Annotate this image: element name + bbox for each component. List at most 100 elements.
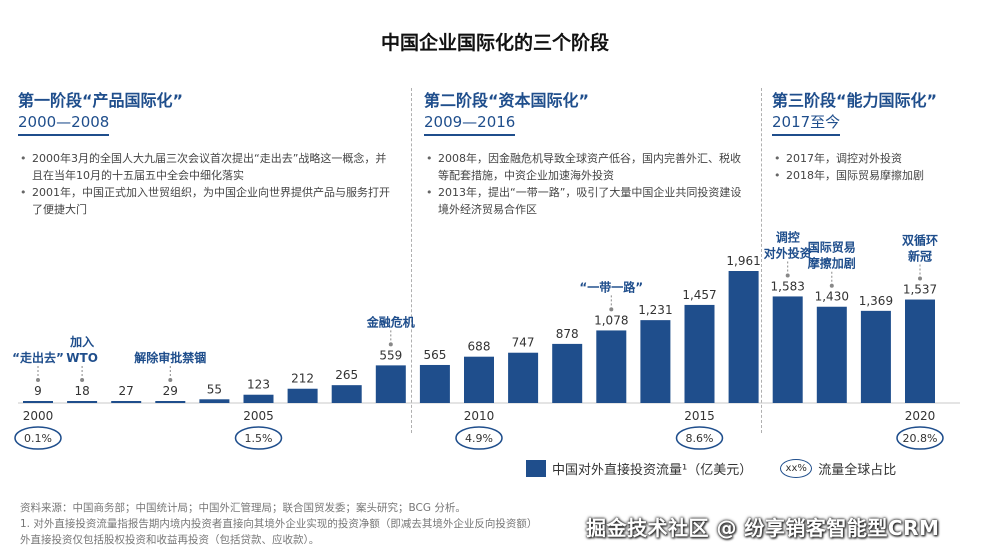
legend-share-oval: xx% [780, 459, 813, 478]
bar-2014 [640, 320, 671, 403]
annotation-2001: 加入 [69, 334, 94, 349]
x-tick-label-2000: 2000 [23, 409, 54, 423]
source-note: 资料来源：中国商务部；中国统计局；中国外汇管理局；联合国贸发委；案头研究；BCG… [20, 502, 466, 514]
bar-2019 [860, 310, 891, 403]
legend-bar-label: 中国对外直接投资流量¹（亿美元） [552, 463, 753, 478]
data-label-2003: 29 [163, 384, 178, 398]
data-label-2016: 1,961 [726, 254, 760, 268]
phase-divider [411, 88, 412, 433]
annotation-2018: 国际贸易 [808, 240, 856, 255]
annotation-2020: 双循环 [902, 233, 938, 248]
data-label-2017: 1,583 [771, 279, 805, 293]
data-label-2013: 1,078 [594, 313, 628, 327]
annotation-2018: 摩擦加剧 [808, 256, 856, 271]
annotation-2003: 解除审批禁锢 [134, 350, 206, 365]
annotation-2017: 调控 [776, 229, 800, 244]
annotation-marker-2018 [829, 283, 834, 288]
bar-2013 [596, 330, 627, 403]
annotation-marker-2001 [80, 378, 85, 382]
phase-2-bullet: 2013年，提出“一带一路”，吸引了大量中国企业共同投资建设境外经济贸易合作区 [426, 184, 744, 218]
footnote-line-1: 1. 对外直接投资流量指报告期内境内投资者直接向其境外企业实现的投资净额（即减去… [20, 518, 538, 530]
share-label-2000: 0.1% [24, 432, 52, 445]
annotation-2020: 新冠 [908, 249, 932, 264]
data-label-2010: 688 [468, 340, 491, 354]
data-label-2012: 878 [556, 327, 579, 341]
annotation-2008: 金融危机 [366, 314, 415, 329]
bar-2002 [111, 401, 142, 403]
annotation-2001: WTO [66, 351, 98, 365]
share-oval-2010 [455, 426, 503, 450]
x-tick-label-2005: 2005 [243, 409, 274, 423]
bar-2001 [67, 401, 98, 403]
bar-2016 [728, 271, 759, 403]
share-oval-2015 [675, 426, 724, 450]
data-label-2018: 1,430 [815, 290, 849, 304]
data-label-2009: 565 [423, 348, 446, 362]
annotation-marker-2000 [36, 378, 40, 382]
annotation-marker-2008 [388, 342, 393, 347]
phase-3-bullets: 2017年，调控对外投资 2018年，国际贸易摩擦加剧 [774, 150, 974, 184]
phase-1-period: 2000—2008 [18, 112, 110, 136]
phase-3-period: 2017至今 [772, 112, 841, 136]
bar-2000 [23, 401, 53, 403]
annotation-2013: “一带一路” [579, 279, 643, 294]
phase-3-title: 第三阶段“能力国际化” [772, 91, 938, 110]
annotation-2017: 对外投资 [764, 245, 812, 260]
bar-2020 [905, 299, 935, 403]
chart-legend: 中国对外直接投资流量¹（亿美元） xx% 流量全球占比 [526, 459, 896, 478]
bar-2010 [464, 356, 494, 403]
data-label-2001: 18 [74, 384, 89, 398]
bar-2017 [772, 296, 803, 403]
data-label-2000: 9 [34, 384, 42, 398]
data-label-2007: 265 [335, 368, 358, 382]
data-label-2014: 1,231 [638, 303, 672, 317]
bar-2007 [331, 385, 362, 403]
bar-2003 [155, 401, 186, 403]
share-label-2020: 20.8% [903, 432, 938, 445]
phase-1-title: 第一阶段“产品国际化” [18, 91, 184, 110]
bar-2008 [375, 365, 406, 403]
annotation-marker-2017 [785, 273, 790, 278]
x-tick-label-2015: 2015 [684, 409, 715, 423]
phase-1-bullets: 2000年3月的全国人大九届三次会议首次提出“走出去”战略这一概念，并且在当年1… [20, 150, 390, 218]
x-tick-label-2010: 2010 [464, 409, 495, 423]
share-oval-2000 [14, 426, 62, 450]
bar-2012 [552, 343, 583, 403]
data-label-2006: 212 [291, 372, 314, 386]
legend-share-label: 流量全球占比 [818, 463, 897, 478]
bar-2005 [243, 394, 274, 403]
legend-bar-swatch [526, 460, 546, 477]
phase-2-bullets: 2008年，因金融危机导致全球资产低谷，国内完善外汇、税收等配套措施，中资企业加… [426, 150, 744, 218]
bar-2006 [287, 388, 318, 403]
share-label-2010: 4.9% [465, 432, 493, 445]
phase-divider [761, 88, 762, 433]
data-label-2008: 559 [379, 348, 402, 362]
phase-1-bullet: 2000年3月的全国人大九届三次会议首次提出“走出去”战略这一概念，并且在当年1… [20, 150, 390, 184]
bar-2011 [508, 352, 539, 403]
share-label-2005: 1.5% [245, 432, 273, 445]
data-label-2011: 747 [512, 336, 535, 350]
watermark: 掘金技术社区 @ 纷享销客智能型CRM [586, 516, 940, 540]
bar-2015 [684, 304, 715, 403]
phase-2-bullet: 2008年，因金融危机导致全球资产低谷，国内完善外汇、税收等配套措施，中资企业加… [426, 150, 744, 184]
phase-3-bullet: 2018年，国际贸易摩擦加剧 [774, 167, 974, 184]
phase-1-bullet: 2001年，中国正式加入世贸组织，为中国企业向世界提供产品与服务打开了便捷大门 [20, 184, 390, 218]
annotation-marker-2003 [168, 378, 173, 382]
annotation-marker-2020 [918, 276, 922, 281]
data-label-2002: 27 [119, 384, 134, 398]
x-tick-label-2020: 2020 [905, 409, 936, 423]
phase-2-period: 2009—2016 [424, 112, 516, 136]
bar-2009 [419, 364, 450, 403]
footnote-line-2: 外直接投资仅包括股权投资和收益再投资（包括贷款、应收款）。 [20, 534, 320, 546]
bar-2004 [199, 399, 230, 403]
data-label-2005: 123 [247, 378, 270, 392]
annotation-2000: “走出去” [12, 350, 64, 365]
bar-2018 [816, 306, 847, 403]
annotation-marker-2013 [609, 307, 614, 312]
data-label-2015: 1,457 [682, 288, 716, 302]
phase-2-title: 第二阶段“资本国际化” [424, 91, 590, 110]
page-title: 中国企业国际化的三个阶段 [380, 32, 609, 54]
phase-3-bullet: 2017年，调控对外投资 [774, 150, 974, 167]
share-oval-2005 [234, 426, 283, 450]
